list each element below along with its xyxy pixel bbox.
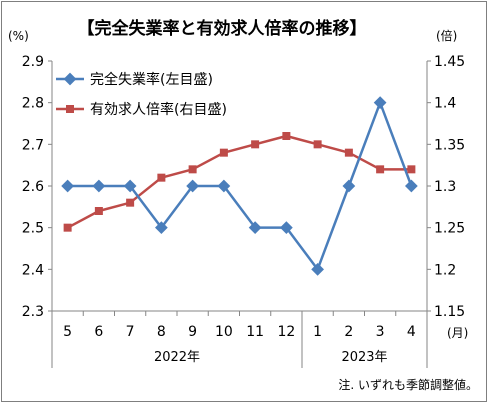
left-tick-label: 2.6	[22, 179, 44, 195]
job-ratio-point	[219, 148, 228, 157]
unemployment-point	[92, 179, 106, 193]
job-ratio-line	[67, 134, 412, 229]
right-tick-label: 1.45	[434, 54, 465, 70]
right-axis-ticks: 1.15 1.2 1.25 1.3 1.35 1.4 1.45	[427, 54, 465, 320]
legend-marker-job-ratio	[66, 105, 74, 113]
unemployment-point	[217, 179, 231, 193]
right-axis-unit: (倍)	[436, 28, 457, 43]
year-label: 2022年	[154, 350, 200, 365]
legend-label-unemployment: 完全失業率(左目盛)	[90, 71, 213, 88]
unemployment-point	[342, 179, 356, 193]
x-tick-label: 11	[246, 324, 264, 340]
x-tick-label: 12	[277, 324, 295, 340]
job-ratio-point	[126, 198, 135, 207]
month-unit: (月)	[447, 326, 468, 340]
left-tick-label: 2.3	[22, 304, 44, 320]
left-tick-label: 2.7	[22, 137, 44, 153]
x-tick-label: 5	[63, 324, 72, 340]
legend: 完全失業率(左目盛) 有効求人倍率(右目盛)	[56, 71, 227, 118]
job-ratio-point	[407, 165, 416, 174]
job-ratio-point	[282, 132, 291, 140]
right-tick-label: 1.15	[434, 304, 465, 320]
x-tick-label: 4	[407, 324, 416, 340]
unemployment-line	[67, 101, 413, 271]
job-ratio-point	[313, 140, 322, 149]
left-tick-label: 2.9	[22, 54, 44, 70]
job-ratio-point	[157, 173, 166, 182]
job-ratio-point	[376, 165, 385, 174]
series-layer	[61, 96, 418, 276]
legend-label-job-ratio: 有効求人倍率(右目盛)	[90, 101, 227, 118]
unemployment-point	[280, 221, 293, 235]
unemployment-point	[405, 179, 418, 193]
left-tick-label: 2.5	[22, 221, 44, 237]
left-tick-label: 2.4	[22, 262, 44, 278]
unemployment-point	[311, 262, 324, 276]
x-axis-years: 2022年 2023年	[51, 311, 428, 368]
x-tick-label: 7	[126, 324, 135, 340]
right-tick-label: 1.25	[434, 221, 465, 237]
right-tick-label: 1.2	[434, 262, 456, 278]
unemployment-point	[373, 96, 387, 110]
x-tick-label: 10	[215, 324, 233, 340]
unemployment-point	[248, 221, 262, 235]
year-label: 2023年	[341, 350, 387, 365]
left-axis-ticks: 2.3 2.4 2.5 2.6 2.7 2.8 2.9	[22, 54, 52, 320]
x-tick-label: 6	[94, 324, 103, 340]
x-tick-label: 3	[376, 324, 385, 340]
left-axis-unit: (%)	[8, 29, 29, 43]
legend-marker-unemployment	[63, 72, 77, 86]
job-ratio-point	[94, 207, 103, 215]
chart-title: 【完全失業率と有効求人倍率の推移】	[78, 18, 367, 39]
job-ratio-point	[188, 165, 197, 174]
x-tick-label: 8	[157, 324, 166, 340]
x-tick-label: 9	[188, 324, 197, 340]
unemployment-point	[61, 179, 74, 193]
right-tick-label: 1.35	[434, 137, 465, 153]
job-ratio-point	[251, 140, 260, 149]
x-tick-label: 2	[344, 324, 353, 340]
unemployment-point	[155, 221, 168, 235]
job-ratio-point	[344, 148, 353, 157]
unemployment-point	[123, 179, 137, 193]
x-tick-label: 1	[313, 324, 322, 340]
left-tick-label: 2.8	[22, 96, 44, 112]
x-axis-ticks: 5 6 7 8 9 10 11 12 1 2 3 4	[51, 311, 428, 340]
note-text: 注. いずれも季節調整値。	[338, 377, 478, 392]
right-tick-label: 1.4	[434, 96, 456, 112]
unemployment-point	[186, 179, 199, 193]
right-tick-label: 1.3	[434, 179, 456, 195]
job-ratio-point	[63, 223, 72, 232]
